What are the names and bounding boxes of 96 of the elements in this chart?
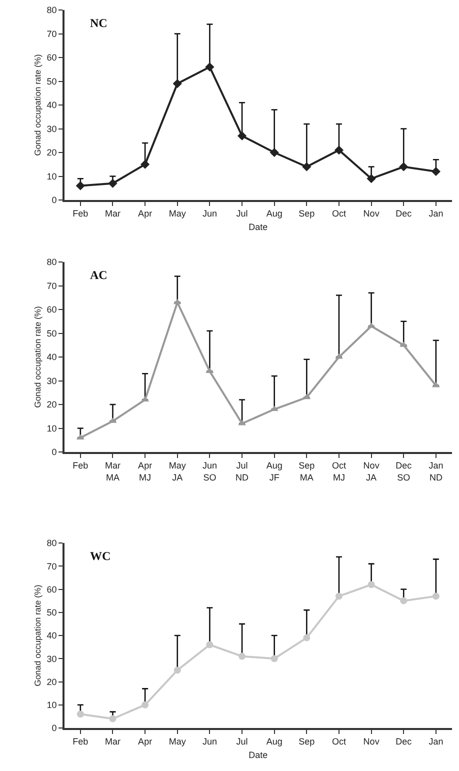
point [174, 666, 181, 674]
point [140, 160, 150, 169]
point [368, 581, 375, 588]
y-tick-label: 80 [46, 538, 57, 548]
point [173, 298, 182, 304]
y-tick-label: 30 [46, 654, 57, 664]
point [238, 652, 246, 660]
point [366, 174, 376, 184]
x-tick-label: Aug JF [266, 460, 282, 482]
point [431, 166, 440, 176]
x-tick-label: Mar [104, 208, 120, 219]
x-tick-label: Feb [72, 736, 88, 747]
text: WC [90, 549, 111, 563]
y-tick-label: 40 [46, 100, 57, 110]
point [142, 701, 149, 708]
x-tick-label: Oct [332, 208, 346, 219]
y-tick-label: 10 [46, 700, 57, 710]
point [109, 715, 116, 722]
x-tick-label: Mar [104, 736, 120, 747]
y-tick-label: 10 [46, 171, 57, 182]
y-tick-label: 40 [46, 352, 57, 362]
y-tick-label: 0 [52, 447, 57, 458]
point [206, 641, 214, 648]
x-tick-label: Dec [396, 208, 412, 219]
x-axis-title: Date [248, 750, 268, 760]
point [270, 655, 278, 662]
x-tick-label: Sep [298, 736, 315, 747]
y-tick-label: 70 [46, 28, 57, 39]
x-axis-title: Date [248, 222, 268, 232]
x-tick-label: Nov [363, 208, 380, 219]
y-tick-label: 20 [46, 148, 57, 158]
point [172, 79, 182, 88]
x-tick-label: Jun [202, 208, 217, 219]
x-tick-label: Jan [428, 736, 444, 747]
x-tick-label: Nov [363, 736, 380, 747]
point [335, 592, 342, 600]
y-tick-label: 10 [46, 423, 57, 434]
y-tick-label: 60 [46, 304, 57, 315]
x-tick-label: Aug [266, 736, 282, 747]
x-tick-label: Apr [138, 736, 152, 747]
y-tick-label: 80 [46, 257, 57, 268]
y-tick-label: 60 [46, 52, 57, 63]
y-axis-title: Gonad occupation rate (%) [32, 54, 43, 156]
point [432, 592, 440, 600]
point [303, 634, 310, 642]
x-tick-label: Oct [332, 736, 346, 747]
y-tick-label: 30 [46, 124, 57, 134]
point [205, 62, 214, 72]
text: NC [90, 16, 108, 30]
y-axis-title: Gonad occupation rate (%) [32, 584, 43, 686]
x-tick-label: May [168, 736, 186, 747]
y-tick-label: 0 [52, 195, 57, 206]
x-tick-label: Jan [428, 208, 444, 219]
point [237, 131, 247, 140]
x-tick-label: Jul ND [236, 460, 250, 482]
y-tick-label: 70 [46, 280, 57, 291]
x-tick-label: Nov JA [363, 460, 380, 482]
x-tick-label: Feb [72, 460, 88, 471]
x-tick-label: Sep [298, 208, 315, 219]
x-tick-label: Jul [236, 736, 248, 747]
x-tick-label: Mar MA [104, 460, 120, 482]
y-tick-label: 20 [46, 400, 57, 410]
x-tick-label: Jun SO [202, 460, 217, 482]
x-tick-label: May [168, 208, 186, 219]
x-tick-label: Dec [396, 736, 412, 747]
point [108, 178, 118, 188]
y-tick-label: 60 [46, 584, 57, 594]
x-tick-label: Apr [138, 208, 152, 219]
y-tick-label: 30 [46, 376, 57, 386]
y-tick-label: 50 [46, 328, 57, 338]
y-tick-label: 40 [46, 630, 57, 641]
text: AC [90, 268, 108, 282]
point [334, 146, 344, 155]
y-axis-title: Gonad occupation rate (%) [32, 306, 43, 408]
x-tick-label: Aug [266, 208, 282, 219]
y-tick-label: 20 [46, 676, 57, 687]
x-tick-label: Apr MJ [138, 460, 152, 482]
y-tick-label: 80 [46, 5, 57, 16]
x-tick-label: Jan ND [428, 460, 444, 482]
y-tick-label: 50 [46, 76, 57, 86]
x-tick-label: Jun [202, 736, 217, 747]
point [302, 162, 312, 172]
x-tick-label: Oct MJ [332, 460, 346, 482]
point [399, 162, 408, 172]
y-tick-label: 70 [46, 561, 57, 572]
y-tick-label: 0 [52, 723, 57, 734]
point [400, 597, 408, 604]
y-tick-label: 50 [46, 608, 57, 618]
x-tick-label: Jul [236, 208, 248, 219]
x-tick-label: Dec SO [396, 460, 412, 482]
x-tick-label: Feb [72, 208, 88, 219]
point [270, 148, 279, 158]
point [76, 181, 85, 190]
x-tick-label: Sep MA [298, 460, 315, 482]
point [76, 710, 84, 718]
x-tick-label: May JA [168, 460, 186, 482]
